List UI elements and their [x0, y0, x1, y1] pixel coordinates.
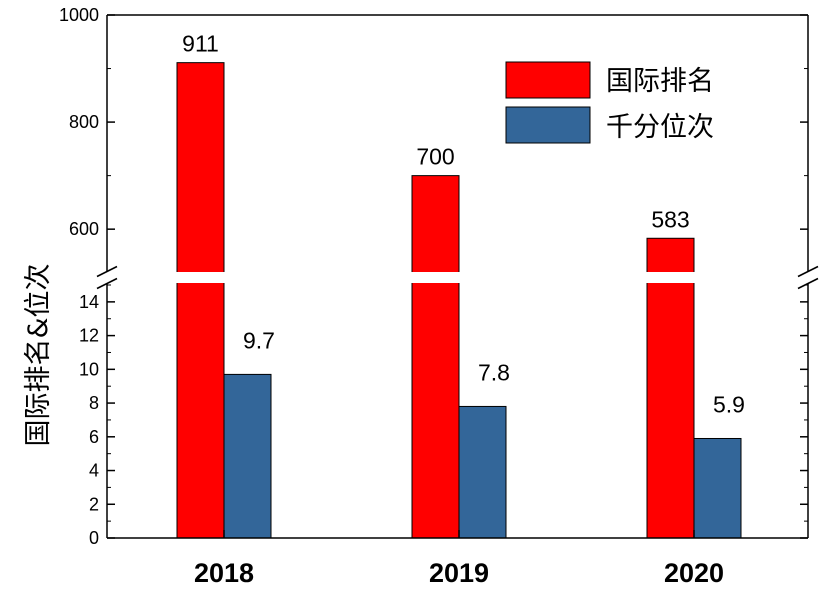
- data-label-series-1: 583: [651, 206, 689, 232]
- data-label-series-2: 7.8: [478, 359, 510, 385]
- axis-break-mark: [96, 277, 118, 290]
- y-tick-label-lower: 6: [89, 427, 99, 447]
- bar-series-2: [693, 437, 742, 539]
- y-tick-label-upper: 1000: [59, 5, 99, 25]
- axis-break-mark: [797, 265, 819, 278]
- bar-break-gap: [646, 272, 695, 283]
- legend-label-series-2: 千分位次: [606, 112, 714, 143]
- legend-swatch-series-2: [505, 106, 591, 144]
- x-tick-label: 2018: [194, 558, 254, 588]
- bar-series-2: [458, 405, 507, 539]
- y-tick-label-upper: 600: [69, 219, 99, 239]
- y-tick-label-lower: 8: [89, 393, 99, 413]
- y-tick-label-lower: 14: [79, 292, 99, 312]
- data-label-series-1: 911: [182, 31, 219, 57]
- y-tick-label-upper: 800: [69, 112, 99, 132]
- y-axis-label: 国际排名&位次: [23, 263, 54, 446]
- x-tick-label: 2019: [429, 558, 489, 588]
- data-label-series-1: 700: [416, 144, 454, 170]
- category-labels: 2018 2019 2020: [194, 530, 724, 588]
- data-label-series-2: 9.7: [243, 327, 275, 353]
- y-tick-label-lower: 10: [79, 359, 99, 379]
- y-tick-label-lower: 4: [89, 461, 99, 481]
- axis-break-gaps: [176, 272, 695, 283]
- y-tick-label-lower: 12: [79, 326, 99, 346]
- bar-series-2: [223, 373, 272, 539]
- data-label-series-2: 5.9: [713, 391, 745, 417]
- y-tick-label-lower: 2: [89, 494, 99, 514]
- data-labels: 911 9.7 700 7.8 583 5.9: [182, 31, 745, 418]
- legend-swatch-series-1: [505, 61, 591, 99]
- axis-break-mark: [797, 277, 819, 290]
- bar-series-1: [411, 175, 460, 539]
- bars: [176, 62, 742, 539]
- legend-label-series-1: 国际排名: [606, 66, 714, 97]
- bar-break-gap: [176, 272, 225, 283]
- y-tick-label-lower: 0: [89, 528, 99, 548]
- axis-break-mark: [96, 265, 118, 278]
- upper-axis-ticks: 600 800 1000: [59, 5, 808, 239]
- bar-series-1: [646, 237, 695, 539]
- x-tick-label: 2020: [664, 558, 724, 588]
- bar-series-1: [176, 62, 225, 539]
- bar-break-gap: [411, 272, 460, 283]
- lower-axis-ticks: 0 2 4 6 8 10 12 14: [79, 284, 808, 548]
- legend: 国际排名 千分位次: [505, 61, 714, 144]
